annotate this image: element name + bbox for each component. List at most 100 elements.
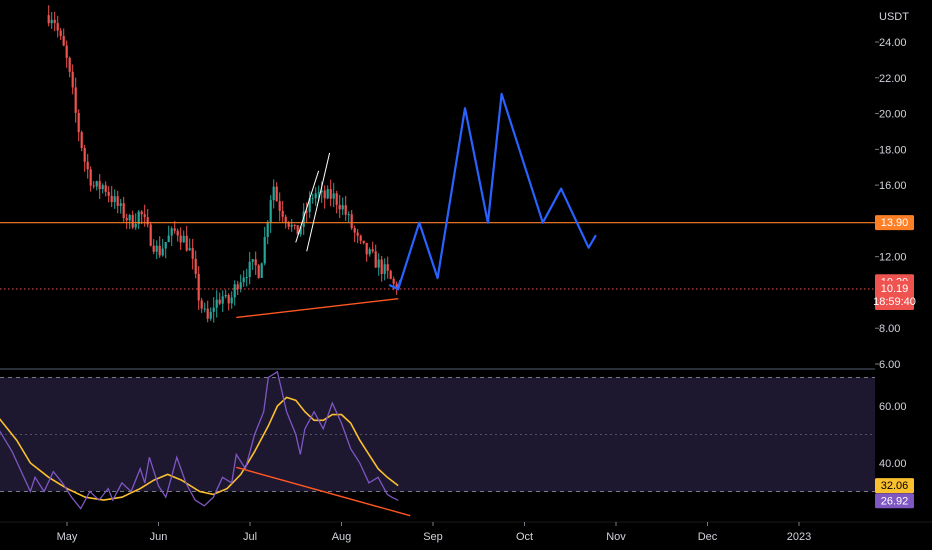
candle-body [314, 193, 317, 199]
candle-body [332, 193, 335, 199]
candle-body [209, 311, 212, 319]
rsi-axis[interactable]: 60.00 40.00 32.06 26.92 [875, 401, 914, 509]
rsi-pane[interactable] [0, 370, 875, 517]
projection-path[interactable] [397, 92, 597, 290]
candle-body [59, 30, 62, 36]
price-pane[interactable] [0, 5, 875, 323]
candle-body [89, 169, 92, 186]
candle-body [170, 228, 173, 236]
candle-body [365, 242, 368, 255]
candle-body [344, 205, 347, 215]
candle-body [146, 217, 149, 225]
candle-body [65, 45, 68, 58]
candle-body [224, 295, 227, 297]
candle-body [260, 263, 263, 278]
candle-body [269, 200, 272, 223]
candle-body [353, 227, 356, 233]
candle-body [263, 236, 266, 264]
candle-body [125, 218, 128, 221]
candle-body [107, 191, 110, 196]
candle-body [68, 57, 71, 72]
candle-body [158, 245, 161, 256]
candle-body [395, 283, 398, 289]
candle-body [374, 251, 377, 268]
candle-body [140, 211, 143, 215]
price-divergence-line[interactable] [236, 298, 399, 319]
time-tick-label: May [57, 531, 78, 543]
resistance-price-badge-bg [875, 215, 914, 231]
candle-body [296, 225, 299, 235]
candle-body [161, 248, 164, 256]
candle-body [290, 224, 293, 227]
rsi-divergence-line[interactable] [236, 466, 411, 517]
trend-line[interactable] [306, 152, 331, 252]
candle-body [317, 192, 320, 194]
candle-body [122, 203, 125, 219]
current-price-badge-bg [875, 281, 914, 311]
candle-body [359, 235, 362, 241]
candle-body [320, 190, 323, 193]
candle-body [152, 245, 155, 252]
rsi-ma-line [0, 396, 399, 501]
price-tick-label: 22.00 [879, 73, 907, 85]
price-tick-label: 6.00 [879, 359, 900, 371]
rsi-ma-badge-text: 32.06 [881, 480, 909, 492]
time-tick-label: Nov [606, 531, 626, 543]
candle-body [80, 132, 83, 149]
candle-body [128, 215, 131, 221]
candle-body [371, 249, 374, 252]
candle-body [92, 185, 95, 187]
candle-body [221, 296, 224, 304]
time-axis[interactable]: May Jun Jul Aug Sep Oct Nov Dec 2023 [0, 521, 932, 543]
candle-body [113, 196, 116, 203]
candle-body [242, 277, 245, 283]
candle-body [368, 249, 371, 255]
candle-body [362, 240, 365, 243]
resistance-price-badge-text: 13.90 [881, 217, 909, 229]
candle-body [236, 284, 239, 290]
trend-line[interactable] [295, 170, 320, 243]
projection-arrowhead [388, 279, 402, 291]
candle-body [104, 185, 107, 192]
candle-body [287, 221, 290, 227]
time-tick-label: Oct [516, 531, 533, 543]
candle-body [56, 23, 59, 31]
candle-body [329, 189, 332, 199]
candle-body [164, 242, 167, 249]
candle-body [311, 198, 314, 200]
candle-body [188, 248, 191, 251]
candle-body [200, 300, 203, 309]
currency-label: USDT [879, 11, 909, 23]
candle-body [248, 261, 251, 278]
candle-body [254, 259, 257, 266]
candle-body [134, 224, 137, 228]
candle-body [308, 198, 311, 212]
candle-body [176, 230, 179, 236]
candle-body [323, 190, 326, 199]
candle-body [338, 204, 341, 210]
candle-body [350, 214, 353, 228]
rsi-ma-badge: 32.06 [875, 478, 914, 494]
candle-body [305, 211, 308, 213]
candle-body [245, 277, 248, 279]
rsi-tick-label: 40.00 [879, 458, 907, 470]
candle-body [293, 224, 296, 226]
candle-body [173, 228, 176, 231]
price-tick-label: 20.00 [879, 109, 907, 121]
candle-body [110, 195, 113, 203]
candle-body [326, 189, 329, 199]
candle-body [266, 222, 269, 237]
candle-body [278, 201, 281, 211]
candle-body [191, 248, 194, 259]
candle-body [380, 259, 383, 275]
candle-body [71, 71, 74, 88]
price-tick-label: 24.00 [879, 37, 907, 49]
time-tick-label: Jun [150, 531, 168, 543]
time-tick-label: Dec [698, 531, 718, 543]
candle-body [272, 186, 275, 201]
candle-body [185, 235, 188, 251]
price-axis[interactable]: USDT 24.0022.0020.0018.0016.0014.0012.00… [873, 11, 916, 371]
rsi-value-badge: 26.92 [875, 493, 914, 509]
candle-body [179, 235, 182, 243]
rsi-tick-label: 60.00 [879, 401, 907, 413]
